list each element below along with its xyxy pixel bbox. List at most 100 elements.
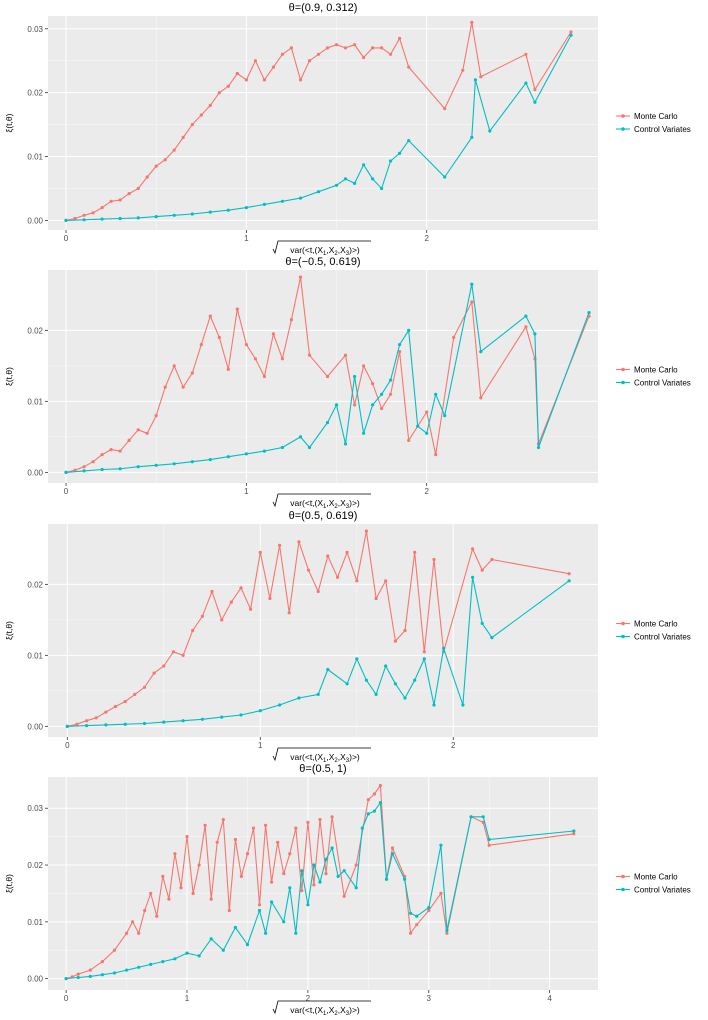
data-point: [154, 414, 158, 418]
data-point: [427, 908, 431, 913]
data-point: [244, 343, 248, 347]
data-point: [409, 911, 413, 915]
series-control-variates: [64, 801, 576, 981]
data-point: [227, 908, 231, 913]
data-point: [64, 977, 68, 981]
data-point: [82, 465, 86, 469]
x-tick-label: 0: [65, 741, 70, 750]
data-point: [307, 445, 312, 450]
data-point: [253, 357, 257, 361]
data-point: [262, 374, 266, 379]
data-point: [244, 206, 248, 210]
data-point: [271, 332, 275, 336]
data-point: [569, 30, 573, 34]
data-point: [280, 445, 284, 450]
data-point: [162, 664, 166, 668]
chart-panel-4: θ=(0.5, 1) 0 1 2 3 4 0.00 0.01 0.02 0.03 var(<t,(X…: [4, 763, 691, 1017]
data-point: [389, 392, 393, 396]
data-point: [185, 951, 189, 955]
data-point: [136, 216, 140, 220]
series-control-variates: [65, 575, 571, 729]
data-point: [306, 903, 310, 907]
data-point: [143, 908, 147, 913]
legend-label: Control Variates: [634, 125, 691, 134]
x-axis-title: var(<t,(X1,X2,X3)>): [272, 1000, 371, 1017]
data-point: [245, 943, 250, 947]
data-point: [434, 392, 438, 396]
data-point: [208, 210, 212, 214]
data-point: [100, 453, 104, 457]
chart-title: θ=(−0.5, 0.619): [285, 256, 360, 268]
data-point: [208, 314, 212, 318]
data-point: [76, 975, 80, 980]
data-point: [536, 445, 541, 450]
y-tick-label: 0.02: [27, 580, 43, 589]
chart-panel-2: θ=(−0.5, 0.619) 0 1 2 0.00 0.01 0.02 var(<t,(X1…: [4, 256, 691, 510]
data-point: [336, 874, 340, 879]
chart-title: θ=(0.5, 0.619): [289, 510, 358, 522]
plot-area: [48, 270, 598, 483]
data-point: [172, 213, 176, 217]
data-point: [133, 692, 137, 697]
data-point: [374, 596, 378, 601]
data-point: [354, 863, 358, 867]
data-point: [185, 835, 189, 839]
data-point: [487, 843, 491, 847]
data-point: [162, 720, 166, 724]
data-point: [326, 667, 330, 672]
data-point: [181, 385, 185, 389]
data-point: [288, 886, 292, 890]
x-tick-label: 2: [306, 994, 311, 1003]
x-tick-label: 0: [64, 487, 69, 496]
data-point: [390, 852, 395, 856]
data-point: [312, 883, 316, 887]
data-point: [335, 575, 340, 579]
data-point: [145, 175, 149, 179]
data-point: [490, 636, 494, 640]
data-point: [100, 960, 104, 964]
series-monte-carlo: [64, 275, 591, 474]
legend-key-point: [621, 621, 625, 626]
data-point: [136, 186, 140, 191]
data-point: [316, 190, 321, 194]
data-point: [200, 717, 204, 721]
data-point: [378, 801, 382, 805]
y-tick-label: 0.00: [27, 216, 43, 225]
y-axis-title: ξ(t,θ): [4, 621, 14, 640]
data-point: [208, 103, 212, 107]
data-point: [407, 328, 411, 332]
data-point: [217, 91, 221, 95]
data-point: [179, 886, 183, 890]
data-point: [294, 826, 298, 830]
data-point: [372, 792, 376, 796]
data-point: [380, 186, 384, 191]
x-axis-title-text: var(<t,(X1,X2,X3)>): [290, 752, 360, 764]
data-point: [209, 937, 213, 941]
data-point: [371, 46, 375, 50]
data-point: [64, 218, 68, 222]
x-tick-label: 2: [424, 234, 429, 243]
sqrt-sign: [272, 240, 371, 255]
y-tick-label: 0.03: [27, 25, 43, 34]
data-point: [343, 46, 348, 50]
data-point: [75, 722, 79, 726]
data-point: [343, 177, 348, 181]
data-point: [427, 906, 431, 910]
data-point: [226, 208, 230, 212]
data-point: [262, 78, 266, 82]
data-point: [239, 586, 243, 590]
data-point: [524, 325, 528, 329]
data-point: [82, 213, 86, 217]
y-tick-label: 0.01: [27, 651, 43, 660]
data-point: [389, 159, 393, 163]
data-point: [136, 428, 140, 432]
chart-panel-3: θ=(0.5, 0.619) 0 1 2 0.00 0.01 0.02 var(<t,(X1,…: [4, 510, 691, 764]
data-point: [432, 557, 436, 562]
y-tick-label: 0.01: [27, 153, 43, 162]
data-point: [330, 846, 334, 850]
data-point: [221, 818, 225, 822]
data-point: [253, 59, 257, 63]
series-control-variates: [64, 33, 573, 222]
data-point: [226, 84, 230, 88]
